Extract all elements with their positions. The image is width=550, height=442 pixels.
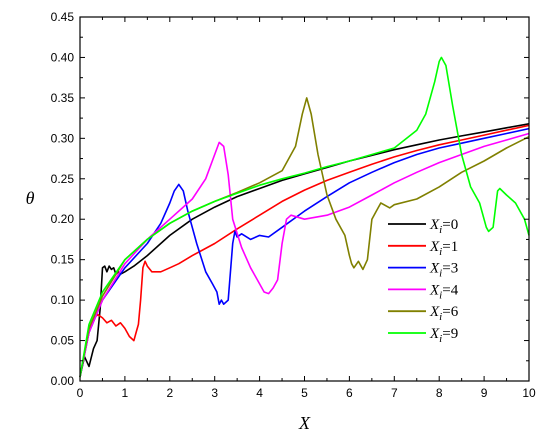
x-tick-label: 0 <box>77 386 84 400</box>
series-line-3 <box>79 132 530 378</box>
x-tick-label: 8 <box>436 386 443 400</box>
y-tick-label: 0.10 <box>51 293 75 307</box>
y-tick-label: 0.20 <box>51 212 75 226</box>
axis-ticks: 0 1 2 3 4 5 6 7 8 9 10 0.00 0.05 0.10 0.15 0.20 0.25 0.30… <box>51 10 536 400</box>
y-tick-label: 0.35 <box>51 91 75 105</box>
x-tick-label: 1 <box>122 386 129 400</box>
x-tick-label: 5 <box>301 386 308 400</box>
legend-label: Xi=1 <box>429 239 458 258</box>
legend: Xi=0 Xi=1 Xi=3 Xi=4 Xi=6 Xi=9 <box>388 217 459 345</box>
x-tick-label: 4 <box>256 386 263 400</box>
y-tick-label: 0.15 <box>51 253 75 267</box>
y-tick-label: 0.05 <box>51 334 75 348</box>
y-tick-label: 0.00 <box>51 374 75 388</box>
legend-label: Xi=9 <box>429 326 458 345</box>
series-group <box>79 56 530 378</box>
x-tick-label: 10 <box>522 386 536 400</box>
legend-label: Xi=0 <box>429 217 458 236</box>
legend-label: Xi=6 <box>429 304 459 323</box>
y-tick-label: 0.45 <box>51 10 75 24</box>
x-tick-label: 7 <box>391 386 398 400</box>
series-line-2 <box>79 127 530 378</box>
x-tick-label: 3 <box>211 386 218 400</box>
series-line-5 <box>79 56 530 378</box>
x-tick-label: 6 <box>346 386 353 400</box>
x-tick-label: 9 <box>481 386 488 400</box>
y-axis-title: θ <box>26 188 35 208</box>
x-axis-title: X <box>298 413 311 433</box>
x-tick-label: 2 <box>166 386 173 400</box>
plot-frame <box>79 16 530 382</box>
y-tick-label: 0.40 <box>51 50 75 64</box>
series-line-1 <box>79 124 530 378</box>
y-tick-label: 0.30 <box>51 131 75 145</box>
legend-label: Xi=3 <box>429 261 458 280</box>
y-tick-label: 0.25 <box>51 172 75 186</box>
legend-label: Xi=4 <box>429 282 459 301</box>
series-line-0 <box>79 123 530 378</box>
